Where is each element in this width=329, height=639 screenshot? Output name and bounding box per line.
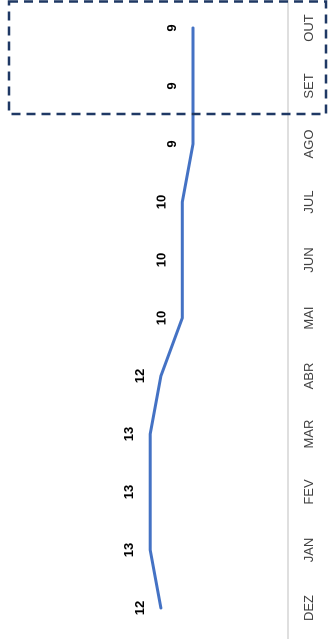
data-label-out: 9: [164, 24, 179, 31]
highlight-box: [7, 0, 328, 116]
month-label-ago: AGO: [301, 130, 316, 159]
month-label-out: OUT: [301, 14, 316, 42]
data-label-ago: 9: [164, 140, 179, 147]
month-label-jan: JAN: [301, 538, 316, 563]
month-label-mar: MAR: [301, 420, 316, 449]
month-label-jul: JUL: [301, 190, 316, 213]
data-label-jan: 13: [121, 543, 136, 557]
data-label-jun: 10: [153, 253, 168, 267]
data-label-set: 9: [164, 82, 179, 89]
data-label-fev: 13: [121, 485, 136, 499]
month-label-mai: MAI: [301, 306, 316, 329]
data-label-mai: 10: [153, 311, 168, 325]
month-label-jun: JUN: [301, 247, 316, 272]
data-label-abr: 12: [132, 369, 147, 383]
data-label-jul: 10: [153, 195, 168, 209]
data-label-mar: 13: [121, 427, 136, 441]
month-label-dez: DEZ: [301, 595, 316, 621]
month-label-fev: FEV: [301, 479, 316, 505]
series-line: [148, 26, 195, 610]
month-label-abr: ABR: [301, 363, 316, 390]
month-label-set: SET: [301, 73, 316, 98]
data-label-dez: 12: [132, 601, 147, 615]
